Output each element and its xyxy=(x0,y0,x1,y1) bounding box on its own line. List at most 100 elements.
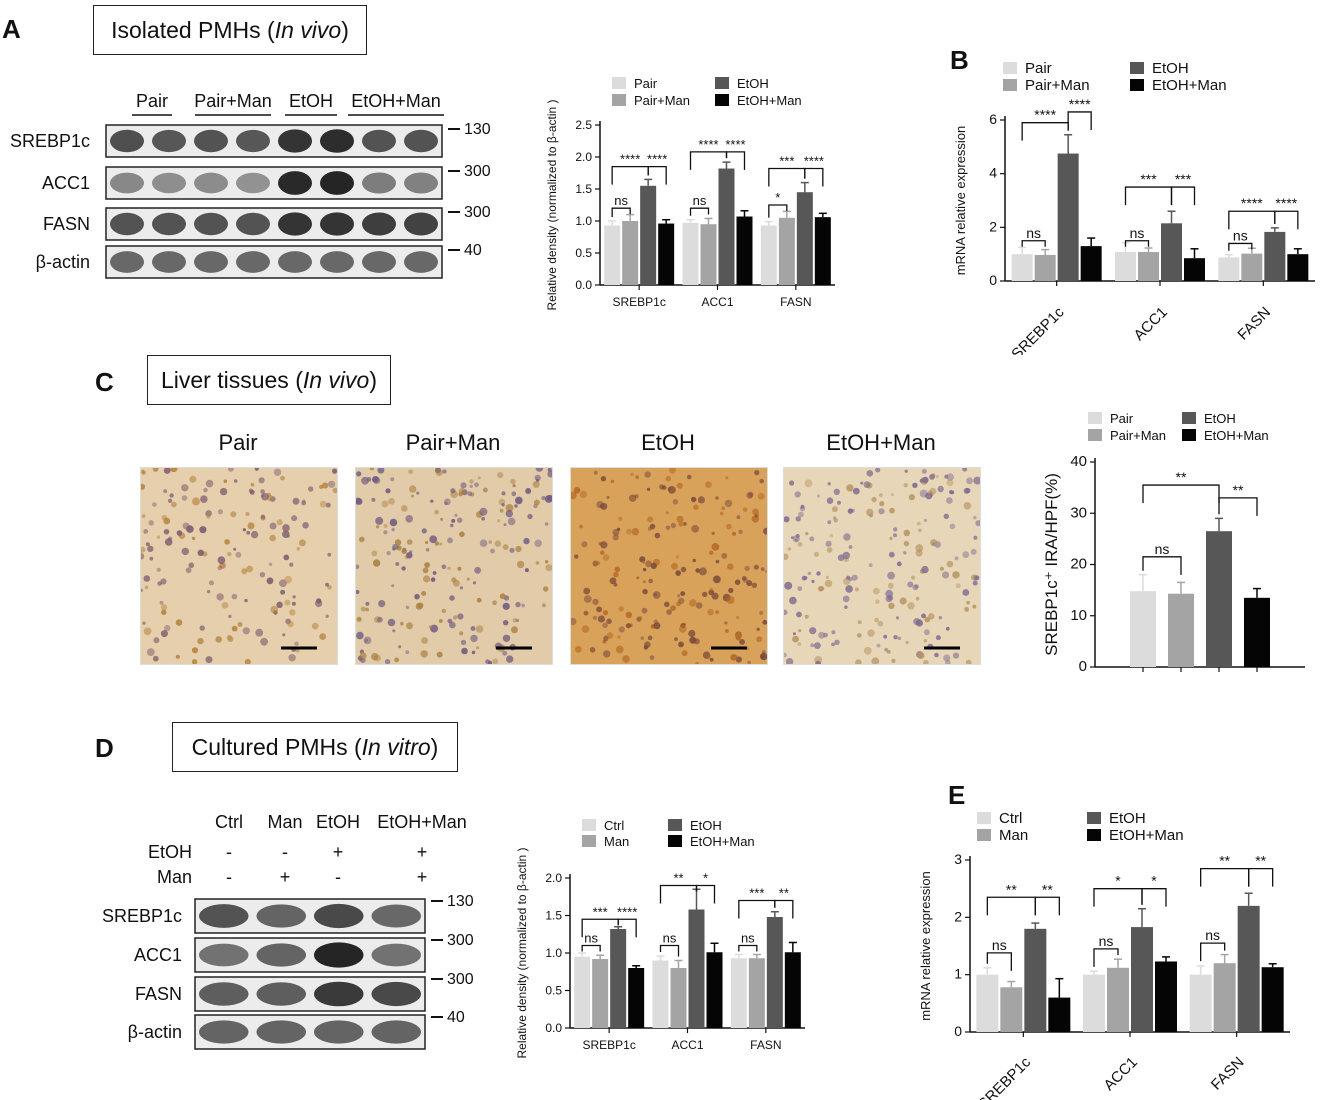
nucleus xyxy=(965,659,972,664)
nucleus xyxy=(141,546,146,553)
nucleus xyxy=(809,627,817,635)
significance-label: ns xyxy=(663,931,677,946)
nucleus xyxy=(453,615,458,620)
nucleus xyxy=(794,491,801,498)
nucleus xyxy=(514,504,518,508)
mw-marker-label: 300 xyxy=(447,971,474,988)
bar xyxy=(1161,223,1182,281)
nucleus xyxy=(515,545,522,553)
nucleus xyxy=(889,536,893,541)
nucleus xyxy=(401,505,408,512)
x-tick-label: FASN xyxy=(750,1038,781,1052)
nucleus xyxy=(447,566,451,570)
y-tick-label: 1.0 xyxy=(545,946,562,960)
nucleus xyxy=(260,494,264,498)
nucleus xyxy=(245,511,250,517)
nucleus xyxy=(490,548,495,554)
x-tick-label: SREBP1c xyxy=(1008,303,1068,355)
nucleus xyxy=(863,646,872,655)
legend-swatch xyxy=(668,819,682,831)
nucleus xyxy=(792,635,799,643)
nucleus xyxy=(246,530,251,535)
nucleus xyxy=(163,517,171,525)
nucleus xyxy=(423,575,431,583)
nucleus xyxy=(817,494,820,498)
protein-band xyxy=(314,981,364,1007)
nucleus xyxy=(203,487,208,493)
panel-c-title-end: ) xyxy=(369,366,378,393)
mw-marker-label: 130 xyxy=(464,121,491,138)
nucleus xyxy=(725,476,729,480)
legend-label: Man xyxy=(604,834,629,849)
significance-label: ns xyxy=(614,193,628,208)
nucleus xyxy=(224,539,230,545)
nucleus xyxy=(759,610,764,615)
nucleus xyxy=(421,528,427,534)
nucleus xyxy=(223,479,228,483)
nucleus xyxy=(877,620,884,627)
nucleus xyxy=(292,595,296,599)
protein-band xyxy=(278,212,312,236)
nucleus xyxy=(217,509,223,515)
x-tick-label: ACC1 xyxy=(1131,304,1171,344)
y-tick-label: 0.0 xyxy=(545,1021,562,1035)
nucleus xyxy=(659,484,665,490)
nucleus xyxy=(254,468,259,471)
bar xyxy=(1048,997,1071,1032)
nucleus xyxy=(501,503,505,507)
significance-bracket xyxy=(1200,942,1226,962)
nucleus xyxy=(319,633,327,640)
nucleus xyxy=(844,605,848,609)
nucleus xyxy=(679,625,687,633)
nucleus xyxy=(460,639,467,646)
nucleus xyxy=(291,515,298,522)
mw-marker-label: 300 xyxy=(464,163,491,180)
significance-label: ns xyxy=(1130,225,1145,241)
nucleus xyxy=(505,504,514,512)
nucleus xyxy=(893,527,898,532)
nucleus xyxy=(231,625,238,632)
legend-label: EtOH+Man xyxy=(737,93,802,108)
protein-label: FASN xyxy=(135,984,182,1004)
nucleus xyxy=(395,562,400,566)
nucleus xyxy=(842,595,850,603)
nucleus xyxy=(854,587,859,592)
nucleus xyxy=(837,500,841,505)
nucleus xyxy=(819,586,825,591)
nucleus xyxy=(795,516,801,522)
protein-band xyxy=(362,129,396,153)
nucleus xyxy=(142,621,146,625)
nucleus xyxy=(709,657,714,662)
nucleus xyxy=(541,495,546,501)
nucleus xyxy=(888,551,895,558)
nucleus xyxy=(922,476,929,484)
nucleus xyxy=(752,508,759,516)
nucleus xyxy=(595,560,601,566)
legend-label: Pair+Man xyxy=(1025,77,1090,94)
nucleus xyxy=(454,513,458,517)
nucleus xyxy=(246,565,253,573)
nucleus xyxy=(146,648,155,656)
nucleus xyxy=(973,535,978,540)
y-tick-label: 2 xyxy=(954,908,962,924)
nucleus xyxy=(442,469,447,474)
nucleus xyxy=(511,491,517,497)
significance-bracket xyxy=(986,952,1012,971)
significance-bracket xyxy=(768,204,788,218)
nucleus xyxy=(276,601,283,608)
nucleus xyxy=(736,635,741,641)
nucleus xyxy=(715,610,719,614)
ihc-micrograph xyxy=(140,467,338,665)
nucleus xyxy=(406,539,413,545)
legend-label: Pair+Man xyxy=(634,93,690,108)
nucleus xyxy=(544,495,552,503)
significance-label: ** xyxy=(673,871,683,886)
nucleus xyxy=(544,560,549,564)
nucleus xyxy=(144,585,149,590)
nucleus xyxy=(285,618,291,625)
nucleus xyxy=(868,563,873,567)
nucleus xyxy=(855,659,862,664)
nucleus xyxy=(405,650,410,654)
nucleus xyxy=(476,646,480,650)
nucleus xyxy=(891,658,896,663)
